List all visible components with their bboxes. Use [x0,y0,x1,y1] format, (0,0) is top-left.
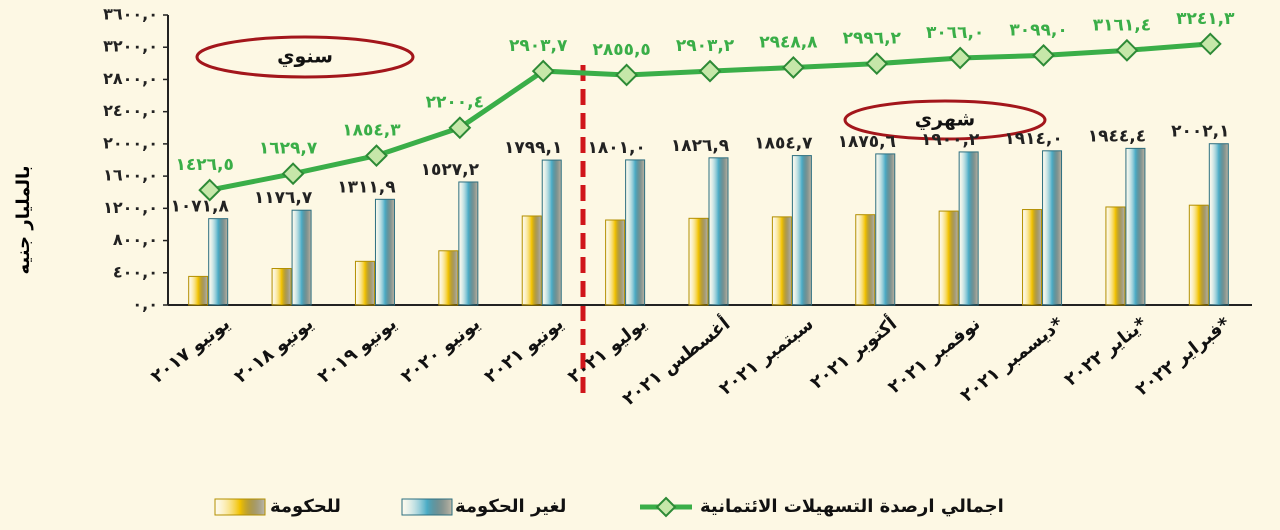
annotation: سنوي [277,46,333,69]
bar [458,181,479,306]
marker [531,59,555,83]
bar [625,159,646,306]
bar [541,159,562,306]
y-tick-label: ٢٤٠٠,٠ [103,101,158,120]
data-label: ٢٩٠٣,٧ [509,36,568,56]
bar [791,155,812,306]
x-tick-label: يوليو ٢٠٢١ [564,313,651,387]
data-label: ١٤٢٦,٥ [176,155,234,175]
bar [605,219,626,306]
bar [374,198,395,306]
y-tick-label: ٢٠٠٠,٠ [103,133,158,152]
bar [1208,143,1229,306]
bar [1188,204,1209,306]
y-tick-label: ٨٠٠,٠ [113,230,158,249]
y-tick-label: ١٢٠٠,٠ [103,198,158,217]
data-label: ١٨٥٤,٣ [342,121,401,141]
bar [271,268,292,306]
marker [698,59,722,83]
bar [1125,147,1146,306]
data-label: ١١٧٦,٧ [254,188,313,208]
y-tick-label: ٣٦٠٠,٠ [103,5,158,24]
y-tick-label: ٠,٠ [132,295,158,314]
legend-label: اجمالي ارصدة التسهيلات الائتمانية [700,496,1004,517]
data-label: ٣١٦١,٤ [1093,15,1151,35]
legend-label: للحكومة [270,496,341,517]
marker [948,46,972,70]
data-label: ٣٠٩٩,٠ [1009,20,1067,40]
bar [1022,209,1043,306]
annotation-oval [195,35,415,79]
marker [448,116,472,140]
x-tick-label: يونيو ٢٠١٩ [314,313,401,387]
data-label: ١٧٩٩,١ [504,138,562,158]
bar [521,215,542,306]
annotation-oval [843,99,1047,141]
x-tick-label: يونيو ٢٠١٨ [231,313,318,387]
data-label: ٣٢٤١,٣ [1176,9,1235,29]
data-label: ١٩٤٤,٤ [1088,126,1146,146]
x-tick-label: يونيو ٢٠١٧ [147,313,234,387]
data-label: ٢٨٥٥,٥ [592,40,650,60]
bar [208,218,229,306]
data-label: ١٥٢٧,٢ [421,160,480,180]
marker [781,56,805,79]
x-tick-label: يونيو ٢٠٢٠ [397,313,484,387]
y-tick-label: ١٦٠٠,٠ [103,166,158,185]
data-label: ١٠٧١,٨ [171,197,230,217]
data-label: ١٩١٤,٠ [1004,129,1062,149]
data-label: ٢٩٩٦,٢ [843,29,902,49]
marker [865,52,889,76]
data-label: ١٦٢٩,٧ [259,139,318,159]
bar [771,216,792,306]
legend-swatch [214,498,266,516]
data-label: ١٩٠٠,٢ [921,130,980,150]
y-tick-label: ٣٢٠٠,٠ [103,37,158,56]
legend-swatch [401,498,453,516]
bar [938,210,959,306]
marker [365,144,388,168]
bar [688,217,709,306]
marker [1032,43,1055,67]
annotation: شهري [915,109,975,132]
data-label: ٢٢٠٠,٤ [426,93,484,113]
data-label: ٣٠٦٦,٠ [926,23,984,43]
bar [291,209,312,306]
marker [198,178,222,202]
y-tick-label: ٤٠٠,٠ [113,262,158,281]
bar [855,214,876,306]
bar [1105,206,1126,306]
bar [1042,150,1063,306]
marker [1115,38,1139,62]
y-axis-label: بالمليار جنيه [13,165,34,274]
data-label: ١٨٢٦,٩ [671,136,730,156]
legend-label: لغير الحكومة [455,496,566,517]
bar [958,151,979,306]
data-label: ٢٠٠٢,١ [1171,122,1229,142]
bar [188,275,209,306]
marker [281,162,305,186]
marker [1198,32,1222,56]
data-label: ١٣١١,٩ [337,177,396,197]
bar [875,153,896,306]
data-label: ٢٩٠٣,٢ [676,36,735,56]
marker [615,63,639,87]
bar [438,250,459,306]
data-label: ٢٩٤٨,٨ [759,32,818,52]
legend-swatch [655,496,677,518]
data-label: ١٨٠١,٠ [587,138,645,158]
data-label: ١٨٥٤,٧ [754,134,813,154]
data-label: ١٨٧٥,٦ [838,132,896,152]
bar [708,157,729,306]
bar [354,260,375,306]
y-tick-label: ٢٨٠٠,٠ [103,69,158,88]
x-tick-label: يونيو ٢٠٢١ [481,313,568,387]
